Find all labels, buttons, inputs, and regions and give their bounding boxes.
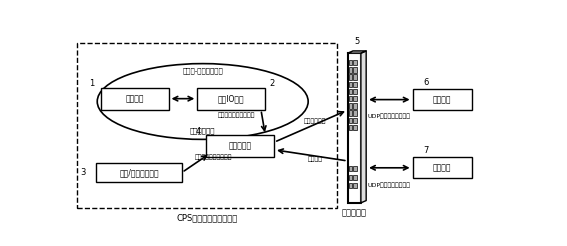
- FancyBboxPatch shape: [100, 88, 168, 109]
- Text: 5: 5: [354, 37, 359, 46]
- FancyBboxPatch shape: [349, 96, 352, 101]
- Text: 6: 6: [423, 78, 429, 87]
- FancyBboxPatch shape: [353, 89, 357, 94]
- FancyBboxPatch shape: [353, 110, 357, 116]
- FancyBboxPatch shape: [349, 60, 352, 65]
- FancyBboxPatch shape: [353, 183, 357, 188]
- FancyBboxPatch shape: [353, 118, 357, 123]
- Polygon shape: [348, 51, 366, 53]
- Polygon shape: [361, 51, 366, 203]
- FancyBboxPatch shape: [349, 166, 352, 171]
- FancyBboxPatch shape: [353, 103, 357, 108]
- FancyBboxPatch shape: [353, 82, 357, 87]
- FancyBboxPatch shape: [349, 118, 352, 123]
- FancyBboxPatch shape: [353, 166, 357, 171]
- FancyBboxPatch shape: [353, 96, 357, 101]
- Text: 数据采集协议: 数据采集协议: [304, 119, 327, 124]
- Text: 网络交换机: 网络交换机: [342, 209, 367, 217]
- FancyBboxPatch shape: [206, 135, 274, 157]
- Text: 用户态-内核数据交互: 用户态-内核数据交互: [183, 68, 223, 75]
- FancyBboxPatch shape: [349, 82, 352, 87]
- FancyBboxPatch shape: [413, 89, 472, 110]
- FancyBboxPatch shape: [349, 175, 352, 180]
- FancyBboxPatch shape: [349, 125, 352, 130]
- Text: CPS仿真主机软硬件架构: CPS仿真主机软硬件架构: [176, 213, 238, 222]
- Text: 报文转发（格式变换）: 报文转发（格式变换）: [195, 154, 232, 160]
- Text: 4: 4: [196, 127, 201, 136]
- Text: 信息/离散事件仿真: 信息/离散事件仿真: [119, 168, 159, 177]
- FancyBboxPatch shape: [413, 157, 472, 178]
- FancyBboxPatch shape: [353, 125, 357, 130]
- FancyBboxPatch shape: [349, 74, 352, 80]
- FancyBboxPatch shape: [349, 103, 352, 108]
- Text: 7: 7: [423, 146, 429, 155]
- Text: UDP协议（装置连接）: UDP协议（装置连接）: [368, 114, 411, 120]
- Text: 物理仿真: 物理仿真: [125, 94, 144, 103]
- FancyBboxPatch shape: [197, 88, 265, 109]
- FancyBboxPatch shape: [348, 53, 361, 203]
- FancyBboxPatch shape: [353, 74, 357, 80]
- Text: 连续仿真软件: 连续仿真软件: [190, 128, 215, 134]
- FancyBboxPatch shape: [78, 43, 337, 208]
- Text: 外部装置: 外部装置: [433, 95, 451, 104]
- FancyBboxPatch shape: [353, 67, 357, 73]
- Text: 报文转发（格式变换）: 报文转发（格式变换）: [218, 112, 256, 118]
- FancyBboxPatch shape: [349, 110, 352, 116]
- FancyBboxPatch shape: [353, 175, 357, 180]
- Text: 控制协议: 控制协议: [308, 156, 323, 162]
- Ellipse shape: [97, 64, 308, 139]
- Text: 3: 3: [81, 168, 86, 177]
- Text: 实时IO接口: 实时IO接口: [218, 94, 244, 103]
- FancyBboxPatch shape: [349, 89, 352, 94]
- FancyBboxPatch shape: [96, 163, 182, 183]
- Text: 1: 1: [89, 79, 94, 89]
- Text: 2: 2: [269, 79, 274, 89]
- FancyBboxPatch shape: [349, 67, 352, 73]
- Text: UDP协议（网络通信）: UDP协议（网络通信）: [368, 182, 411, 188]
- Text: 外部系统: 外部系统: [433, 163, 451, 172]
- FancyBboxPatch shape: [349, 183, 352, 188]
- Text: 报文适配器: 报文适配器: [229, 141, 252, 151]
- FancyBboxPatch shape: [353, 60, 357, 65]
